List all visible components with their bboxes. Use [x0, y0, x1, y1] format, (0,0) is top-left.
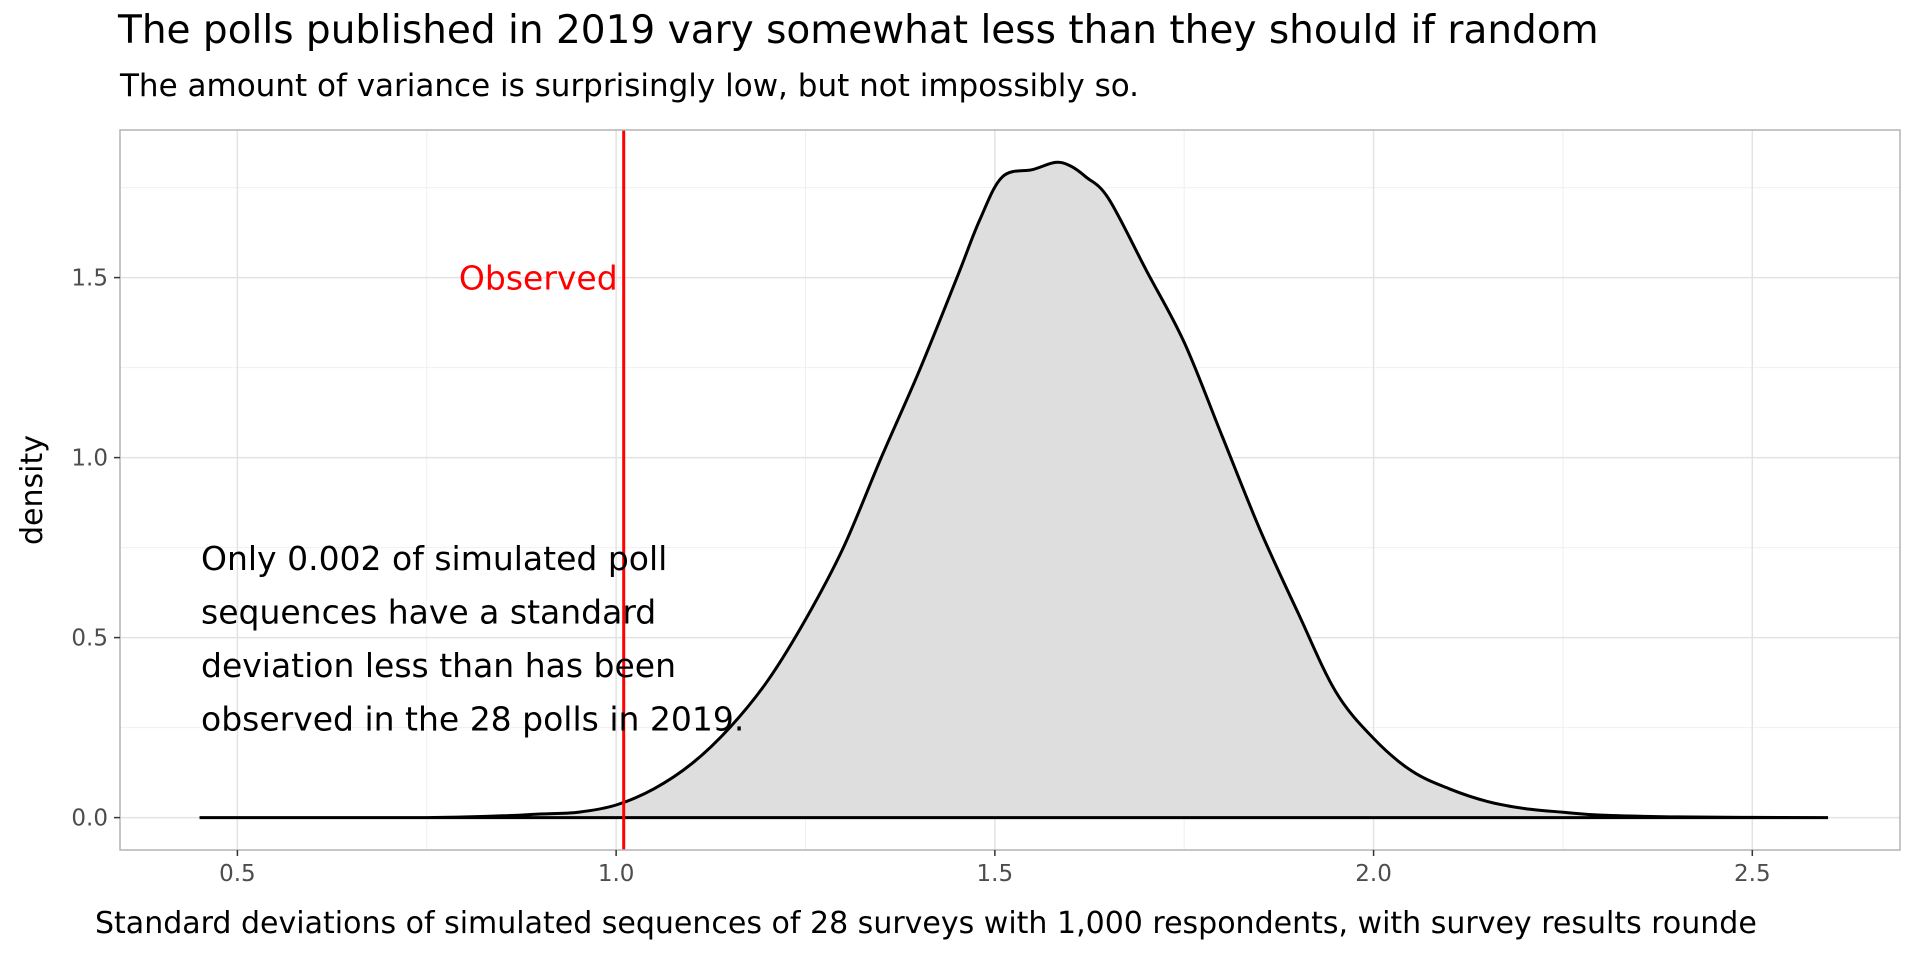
x-tick-label: 1.0: [598, 861, 635, 887]
density-area: [199, 162, 1829, 818]
y-axis-ticks: 0.0 0.5 1.0 1.5: [71, 266, 120, 832]
chart-subtitle: The amount of variance is surprisingly l…: [120, 68, 1140, 104]
observed-label: Observed: [459, 259, 618, 298]
x-axis-ticks: 0.5 1.0 1.5 2.0 2.5: [219, 850, 1771, 887]
x-tick-label: 0.5: [219, 861, 256, 887]
annotation-line: sequences have a standard: [201, 593, 656, 632]
plot-panel-border: [119, 129, 1901, 851]
density-line: [199, 160, 1829, 820]
x-tick-label: 1.5: [977, 861, 1014, 887]
y-tick-label: 1.5: [71, 266, 108, 292]
annotation-line: deviation less than has been: [201, 646, 676, 685]
x-tick-label: 2.0: [1355, 861, 1392, 887]
chart-title: The polls published in 2019 vary somewha…: [118, 8, 1599, 53]
y-tick-label: 1.0: [71, 446, 108, 472]
x-tick-label: 2.5: [1734, 861, 1771, 887]
y-axis-title: density: [15, 435, 50, 545]
y-tick-label: 0.5: [71, 626, 108, 652]
y-tick-label: 0.0: [71, 806, 108, 832]
annotation-text: Only 0.002 of simulated poll sequences ha…: [201, 539, 744, 739]
annotation-line: observed in the 28 polls in 2019.: [201, 700, 744, 739]
x-axis-title: Standard deviations of simulated sequenc…: [95, 906, 1757, 941]
annotation-line: Only 0.002 of simulated poll: [201, 539, 667, 578]
